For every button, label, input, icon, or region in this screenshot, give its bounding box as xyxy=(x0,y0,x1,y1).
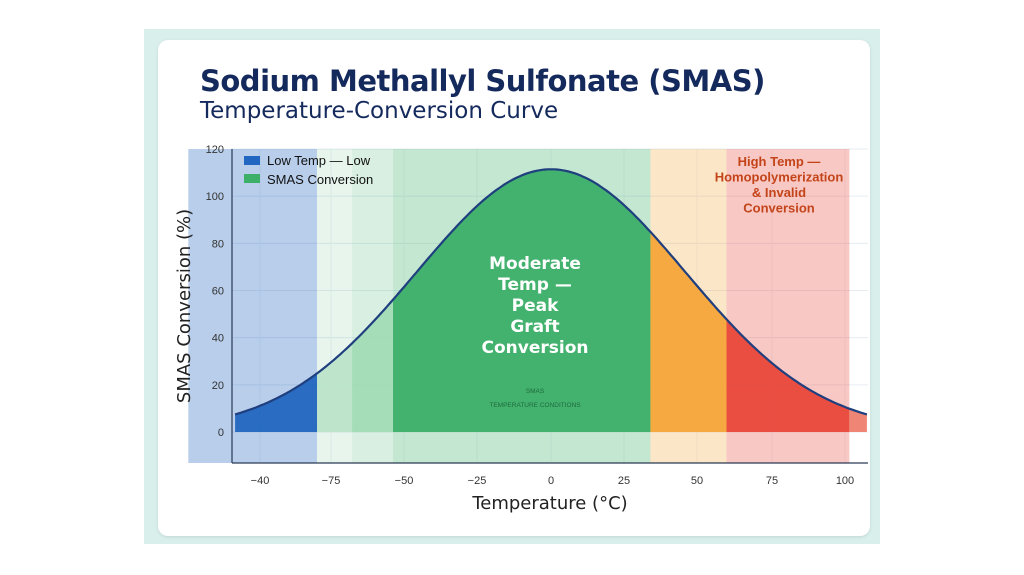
y-tick-label: 120 xyxy=(206,144,224,156)
conversion-curve xyxy=(234,168,868,416)
chart-title: Sodium Methallyl Sulfonate (SMAS) xyxy=(200,64,765,98)
legend-label: SMAS Conversion xyxy=(267,172,373,187)
y-tick-label: 20 xyxy=(212,380,224,392)
annotation-high-temp: High Temp —Homopolymerization& InvalidCo… xyxy=(715,154,844,216)
annotation-right-line: Homopolymerization xyxy=(715,170,844,185)
x-tick-label: 50 xyxy=(691,475,703,487)
x-axis-title: Temperature (°C) xyxy=(471,493,627,514)
annotation-right-line: & Invalid xyxy=(752,185,806,200)
y-axis-title: SMAS Conversion (%) xyxy=(174,209,195,403)
annotation-center-line: Peak xyxy=(512,296,559,316)
fill-right-tail xyxy=(849,169,867,433)
annotation-center-line: Graft xyxy=(510,317,559,337)
legend-swatch-blue xyxy=(244,156,260,165)
x-tick-label: −25 xyxy=(468,475,487,487)
x-tick-label: 0 xyxy=(548,475,554,487)
y-tick-label: 60 xyxy=(212,286,224,298)
y-tick-label: 0 xyxy=(218,427,224,439)
x-tick-label: 100 xyxy=(836,475,854,487)
annotation-right-line: High Temp — xyxy=(738,154,821,169)
x-tick-label: −50 xyxy=(395,475,414,487)
x-tick-label: 25 xyxy=(618,475,630,487)
annotation-center-line: Temp — xyxy=(498,275,572,295)
chart-subtitle: Temperature-Conversion Curve xyxy=(200,98,559,124)
annotation-center-line: Moderate xyxy=(489,254,581,274)
annotation-small-line: SMAS xyxy=(526,388,545,395)
x-tick-label: −75 xyxy=(322,475,341,487)
y-tick-label: 40 xyxy=(212,333,224,345)
legend-swatch-green xyxy=(244,174,260,183)
y-tick-label: 100 xyxy=(206,191,224,203)
annotation-small: SMAS TEMPERATURE CONDITIONS xyxy=(489,388,581,409)
annotation-center-line: Conversion xyxy=(482,338,589,358)
axes: 0 20 40 60 80 100 120 −40 −75 −50 −25 0 25 50 75 100 Tem… xyxy=(174,144,868,514)
legend-label: Low Temp — Low xyxy=(267,153,371,168)
x-tick-label: −40 xyxy=(251,475,270,487)
legend: Low Temp — Low SMAS Conversion xyxy=(244,153,373,187)
y-tick-label: 80 xyxy=(212,238,224,250)
annotation-small-line: TEMPERATURE CONDITIONS xyxy=(489,402,581,409)
x-tick-label: 75 xyxy=(766,475,778,487)
annotation-right-line: Conversion xyxy=(743,201,815,216)
